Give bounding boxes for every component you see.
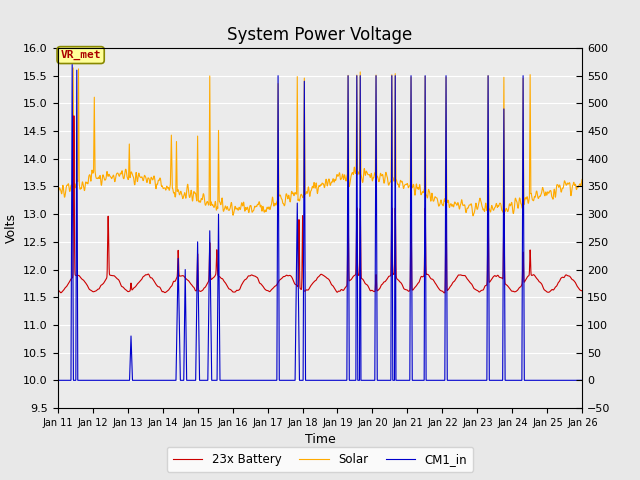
- CM1_in: [532, 377, 540, 383]
- 23x Battery: [54, 288, 61, 293]
- Solar: [54, 188, 61, 193]
- CM1_in: [335, 377, 343, 383]
- Line: CM1_in: CM1_in: [58, 65, 582, 380]
- 23x Battery: [547, 288, 555, 293]
- 23x Battery: [473, 288, 481, 293]
- 23x Battery: [70, 113, 77, 119]
- CM1_in: [547, 377, 555, 383]
- Text: VR_met: VR_met: [60, 50, 101, 60]
- Solar: [200, 194, 208, 200]
- CM1_in: [200, 377, 208, 383]
- CM1_in: [54, 377, 61, 383]
- Title: System Power Voltage: System Power Voltage: [227, 25, 413, 44]
- X-axis label: Time: Time: [305, 433, 335, 446]
- Solar: [532, 188, 540, 194]
- Solar: [347, 177, 355, 182]
- Line: Solar: Solar: [58, 68, 582, 216]
- Solar: [69, 65, 77, 71]
- CM1_in: [579, 377, 586, 383]
- Line: 23x Battery: 23x Battery: [58, 116, 582, 293]
- CM1_in: [347, 377, 355, 383]
- Legend: 23x Battery, Solar, CM1_in: 23x Battery, Solar, CM1_in: [166, 447, 474, 472]
- 23x Battery: [347, 277, 355, 283]
- Solar: [579, 176, 586, 182]
- Solar: [335, 171, 343, 177]
- 23x Battery: [335, 288, 343, 294]
- 23x Battery: [579, 288, 586, 293]
- Solar: [473, 205, 481, 211]
- CM1_in: [68, 62, 76, 68]
- Y-axis label: Volts: Volts: [4, 213, 17, 243]
- 23x Battery: [200, 285, 208, 291]
- CM1_in: [472, 377, 480, 383]
- Solar: [469, 213, 477, 219]
- 23x Battery: [440, 290, 448, 296]
- Solar: [547, 189, 555, 194]
- 23x Battery: [532, 275, 540, 281]
